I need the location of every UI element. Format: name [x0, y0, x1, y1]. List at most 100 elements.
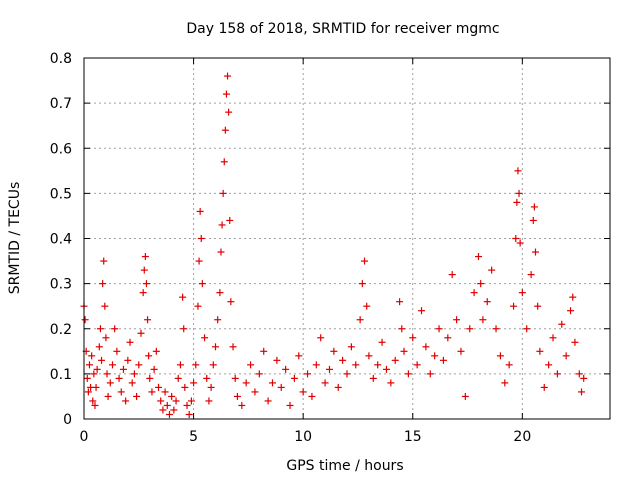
y-tick-label: 0.4 [50, 232, 72, 248]
data-point [512, 235, 520, 242]
data-point [140, 266, 148, 274]
data-point [457, 347, 465, 355]
data-point [290, 374, 298, 382]
data-point [117, 388, 125, 396]
data-point [195, 257, 203, 265]
data-point [514, 167, 522, 175]
data-point [135, 361, 143, 369]
data-point [277, 383, 285, 391]
data-point [567, 307, 575, 315]
data-point [190, 379, 198, 387]
data-point [126, 338, 134, 346]
data-point [233, 392, 241, 400]
y-tick-label: 0.2 [50, 322, 72, 338]
data-point [238, 401, 246, 409]
data-point [227, 298, 235, 306]
data-point [224, 72, 232, 80]
data-point [516, 239, 524, 247]
data-point [387, 379, 395, 387]
data-point [148, 388, 156, 396]
data-point [396, 298, 404, 306]
data-point [216, 289, 224, 297]
data-point [128, 379, 136, 387]
data-point [347, 343, 355, 351]
data-point [214, 316, 222, 324]
y-tick-label: 0.7 [50, 96, 72, 112]
data-point [187, 397, 195, 405]
data-point [477, 280, 485, 288]
data-point [531, 248, 539, 256]
data-point [339, 356, 347, 364]
data-point [578, 388, 586, 396]
data-point [155, 383, 163, 391]
data-point [229, 343, 237, 351]
data-point [273, 356, 281, 364]
y-axis-label: SRMTID / TECUs [7, 182, 23, 295]
data-point [282, 365, 290, 373]
data-point [501, 379, 509, 387]
grid-lines [84, 58, 610, 419]
data-point [165, 410, 173, 418]
data-point [398, 325, 406, 333]
data-point [130, 370, 138, 378]
data-point [580, 374, 588, 382]
data-point [479, 316, 487, 324]
data-point [83, 374, 91, 382]
data-point [101, 302, 109, 310]
data-point [207, 383, 215, 391]
data-point [549, 334, 557, 342]
data-point [163, 401, 171, 409]
data-point [205, 397, 213, 405]
data-point [222, 90, 230, 98]
data-point [198, 280, 206, 288]
plot-frame [83, 57, 611, 420]
x-tick-labels: 0 5 10 15 20 [80, 429, 532, 445]
data-point [251, 388, 259, 396]
data-point [260, 347, 268, 355]
data-point [312, 361, 320, 369]
data-point [378, 338, 386, 346]
x-tick-label: 20 [513, 429, 531, 445]
data-point [325, 365, 333, 373]
data-point [159, 406, 167, 414]
data-point [571, 338, 579, 346]
data-point [201, 334, 209, 342]
data-point [91, 401, 99, 409]
data-point [176, 361, 184, 369]
data-point [523, 325, 531, 333]
data-point [89, 397, 97, 405]
data-point [185, 410, 193, 418]
x-tick-label: 0 [80, 429, 89, 445]
data-point [505, 361, 513, 369]
data-point [168, 392, 176, 400]
data-point [365, 352, 373, 360]
data-markers [80, 72, 588, 418]
data-point [139, 289, 147, 297]
data-point [492, 325, 500, 333]
y-tick-label: 0.8 [50, 51, 72, 67]
data-point [119, 365, 127, 373]
data-point [81, 316, 89, 324]
data-point [530, 203, 538, 211]
data-point [391, 356, 399, 364]
y-tick-label: 0.3 [50, 277, 72, 293]
data-point [374, 361, 382, 369]
data-point [247, 361, 255, 369]
data-point [515, 189, 523, 197]
data-point [221, 126, 229, 134]
data-point [133, 392, 141, 400]
data-point [356, 316, 364, 324]
data-point [113, 347, 121, 355]
data-point [218, 221, 226, 229]
data-point [203, 374, 211, 382]
data-point [146, 374, 154, 382]
data-point [122, 397, 130, 405]
data-point [413, 361, 421, 369]
data-point [562, 352, 570, 360]
data-point [219, 189, 227, 197]
data-point [426, 370, 434, 378]
y-tick-label: 0.1 [50, 367, 72, 383]
data-point [295, 352, 303, 360]
data-point [93, 365, 101, 373]
